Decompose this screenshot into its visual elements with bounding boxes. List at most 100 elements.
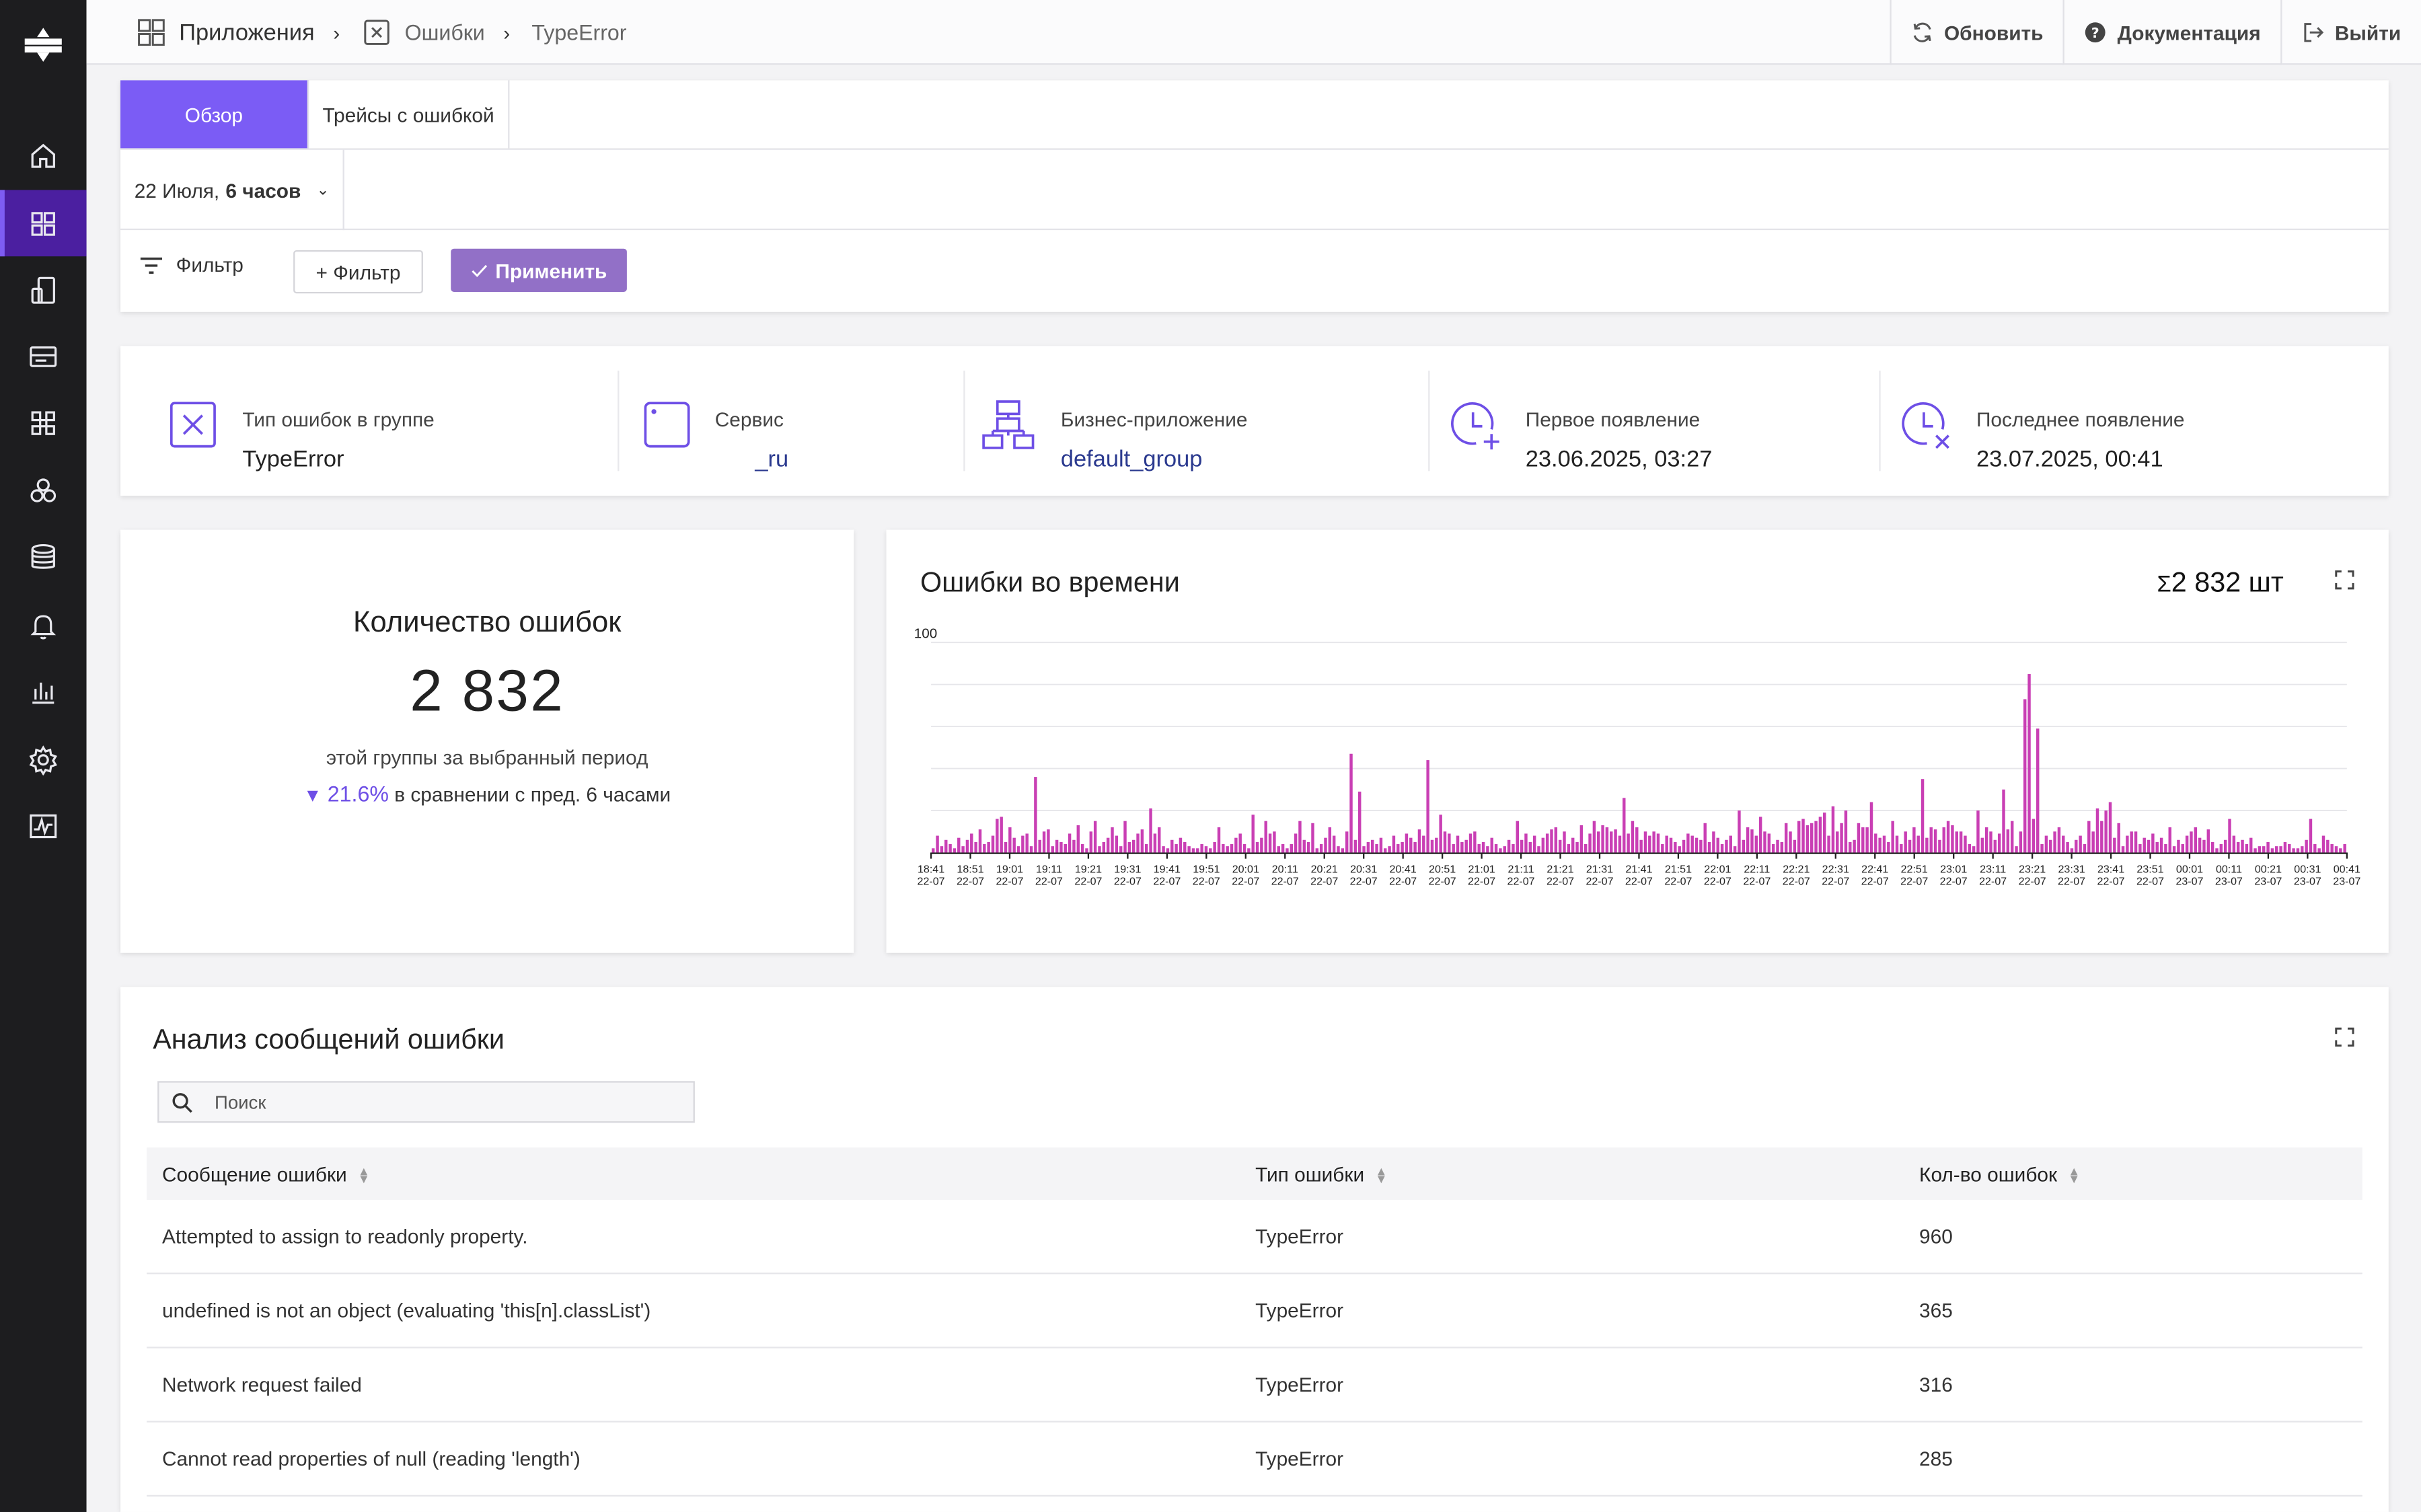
chart-bar[interactable] (1021, 835, 1025, 853)
chart-bar[interactable] (1912, 827, 1916, 853)
chart-bar[interactable] (1064, 844, 1067, 853)
chart-bar[interactable] (2023, 699, 2027, 853)
chart-bar[interactable] (1341, 848, 1345, 853)
chart-bar[interactable] (1674, 841, 1677, 853)
chart-bar[interactable] (1353, 839, 1357, 853)
chart-bar[interactable] (1984, 827, 1988, 853)
chart-bar[interactable] (1656, 833, 1660, 853)
chart-bar[interactable] (1891, 821, 1894, 853)
chart-bar[interactable] (2036, 728, 2040, 853)
chart-bar[interactable] (2330, 844, 2334, 853)
chart-bar[interactable] (1921, 779, 1925, 853)
chart-bar[interactable] (2245, 844, 2249, 853)
chart-bar[interactable] (1230, 844, 1234, 853)
chart-bar[interactable] (1004, 841, 1008, 853)
chart-bar[interactable] (2223, 839, 2227, 853)
chart-bar[interactable] (1149, 808, 1152, 853)
chart-bar[interactable] (1042, 831, 1046, 853)
chart-bar[interactable] (1699, 839, 1703, 853)
chart-bar[interactable] (1754, 835, 1758, 853)
docs-button[interactable]: ? Документация (2063, 0, 2280, 65)
sidebar-item-server[interactable] (0, 323, 87, 389)
chart-bar[interactable] (1392, 835, 1396, 853)
chart-bar[interactable] (1840, 823, 1843, 853)
chart-bar[interactable] (1908, 839, 1912, 853)
chart-bar[interactable] (1639, 839, 1643, 853)
chart-bar[interactable] (1955, 831, 1958, 853)
chart-bar[interactable] (1277, 846, 1280, 853)
chart-bar[interactable] (1294, 833, 1298, 853)
chart-bar[interactable] (1481, 841, 1485, 853)
chart-bar[interactable] (1579, 825, 1584, 853)
chart-bar[interactable] (1707, 841, 1711, 853)
chart-bar[interactable] (1537, 846, 1540, 853)
chart-bar[interactable] (1532, 835, 1536, 853)
chart-bar[interactable] (1494, 844, 1498, 853)
chart-bar[interactable] (1997, 833, 2001, 853)
chart-bar[interactable] (1315, 848, 1319, 853)
chart-bar[interactable] (1836, 831, 1839, 853)
chart-bar[interactable] (1158, 827, 1161, 853)
chart-bar[interactable] (1725, 839, 1728, 853)
chart-bar[interactable] (2305, 839, 2308, 853)
chart-bar[interactable] (2172, 846, 2176, 853)
chart-bar[interactable] (1588, 833, 1592, 853)
chart-bar[interactable] (2062, 835, 2065, 853)
chart-bar[interactable] (987, 841, 990, 853)
chart-bar[interactable] (1720, 844, 1724, 853)
chart-bar[interactable] (2002, 789, 2005, 853)
chart-bar[interactable] (953, 848, 957, 853)
chart-bar[interactable] (1682, 839, 1686, 853)
chart-bar[interactable] (1904, 831, 1907, 853)
chart-bar[interactable] (2270, 848, 2274, 853)
chart-bar[interactable] (1716, 837, 1719, 853)
chart-bar[interactable] (1051, 846, 1054, 853)
chart-bar[interactable] (1938, 839, 1941, 853)
chart-bar[interactable] (1746, 827, 1750, 853)
chart-bar[interactable] (1592, 821, 1596, 853)
sidebar-item-analytics[interactable] (0, 658, 87, 724)
chart-bar[interactable] (2104, 810, 2108, 853)
chart-bar[interactable] (1422, 835, 1425, 853)
chart-bar[interactable] (1686, 833, 1690, 853)
chart-bar[interactable] (1801, 819, 1805, 853)
chart-bar[interactable] (1946, 821, 1950, 853)
chart-bar[interactable] (2236, 841, 2240, 853)
chart-bar[interactable] (1563, 831, 1566, 853)
chart-bar[interactable] (1273, 831, 1276, 853)
chart-bar[interactable] (1047, 829, 1050, 853)
chart-bar[interactable] (2275, 846, 2278, 853)
chart-bar[interactable] (1882, 835, 1886, 853)
tab-error-traces[interactable]: Трейсы с ошибкой (309, 80, 510, 149)
chart-bar[interactable] (2070, 848, 2074, 853)
chart-bar[interactable] (1038, 839, 1041, 853)
chart-bar[interactable] (1362, 846, 1366, 853)
sidebar-item-cluster[interactable] (0, 457, 87, 524)
chart-bar[interactable] (1200, 844, 1203, 853)
chart-bar[interactable] (2202, 839, 2206, 853)
chart-bar[interactable] (1426, 760, 1429, 853)
chart-bar[interactable] (1448, 833, 1451, 853)
chart-bar[interactable] (1797, 821, 1801, 853)
chart-bar[interactable] (1486, 846, 1489, 853)
chart-bar[interactable] (1298, 821, 1302, 853)
table-row[interactable]: undefined is not an object (evaluating '… (147, 1274, 2362, 1349)
chart-bar[interactable] (1098, 846, 1101, 853)
chart-bar[interactable] (1758, 817, 1762, 853)
chart-bar[interactable] (2095, 808, 2099, 853)
chart-bar[interactable] (1818, 817, 1822, 853)
chart-bar[interactable] (2258, 846, 2262, 853)
chart-bar[interactable] (1222, 844, 1225, 853)
chart-bar[interactable] (1793, 839, 1797, 853)
chart-bar[interactable] (1895, 835, 1899, 853)
chart-bar[interactable] (2190, 831, 2193, 853)
chart-bar[interactable] (2066, 841, 2069, 853)
chart-bar[interactable] (1290, 844, 1293, 853)
chart-bar[interactable] (940, 846, 944, 853)
service-link[interactable]: _ru (755, 446, 789, 473)
chart-bar[interactable] (974, 841, 977, 853)
chart-bar[interactable] (1375, 844, 1378, 853)
chart-bar[interactable] (2292, 848, 2295, 853)
chart-bar[interactable] (2155, 841, 2159, 853)
chart-bar[interactable] (1166, 848, 1170, 853)
